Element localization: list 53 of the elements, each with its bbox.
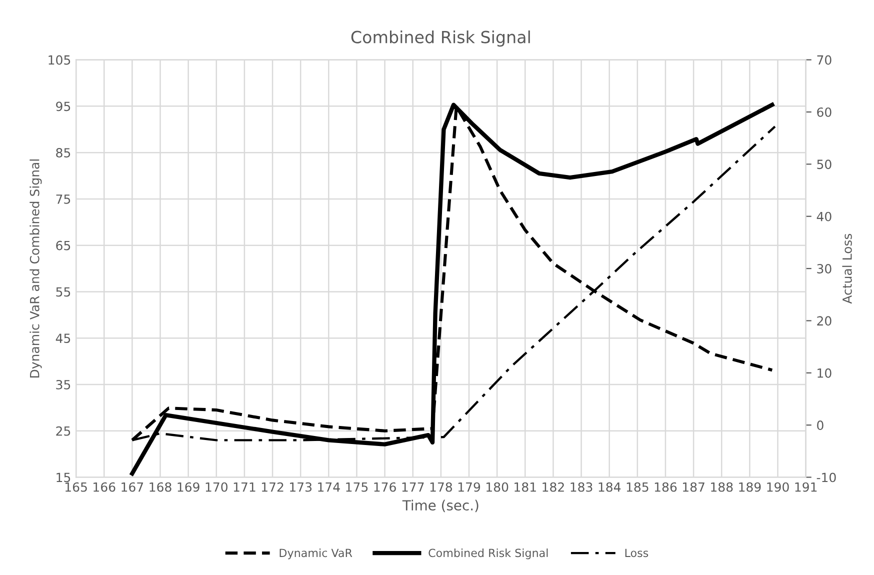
y-tick-label: 75 [56, 194, 70, 204]
y-tick-label: 35 [56, 380, 70, 390]
x-tick-label: 179 [458, 482, 480, 492]
x-tick-label: 178 [430, 482, 452, 492]
x-tick-label: 174 [318, 482, 340, 492]
x-tick-label: 175 [346, 482, 368, 492]
x-tick-label: 170 [206, 482, 228, 492]
y2-tick-label: -10 [816, 472, 836, 482]
y-tick-label: 55 [56, 287, 70, 297]
x-tick-label: 176 [374, 482, 396, 492]
x-axis-title: Time (sec.) [402, 500, 478, 512]
y-tick-label: 65 [56, 240, 70, 250]
y2-tick-label: 30 [817, 264, 832, 274]
y2-tick-label: 70 [817, 55, 832, 65]
y-tick-label: 95 [56, 102, 70, 112]
x-tick-label: 171 [234, 482, 256, 492]
y-tick-label: 15 [56, 472, 70, 482]
x-tick-label: 182 [542, 482, 564, 492]
legend-label: Loss [625, 548, 648, 558]
x-tick-label: 185 [626, 482, 648, 492]
y2-tick-label: 10 [818, 368, 832, 378]
y-tick-label: 25 [56, 426, 70, 436]
x-tick-label: 183 [570, 482, 592, 492]
x-tick-label: 166 [94, 482, 116, 492]
y2-axis-title: Actual Loss [842, 234, 852, 304]
x-tick-label: 189 [739, 482, 761, 492]
x-tick-label: 186 [654, 482, 677, 492]
chart-title: Combined Risk Signal [351, 30, 530, 47]
x-tick-label: 190 [767, 482, 789, 492]
x-tick-label: 165 [65, 482, 87, 492]
y-axis-title: Dynamic VaR and Combined Signal [30, 160, 42, 378]
x-tick-label: 188 [711, 482, 733, 492]
legend-label: Dynamic VaR [280, 548, 352, 560]
x-tick-label: 191 [795, 482, 817, 492]
y2-tick-label: 50 [817, 160, 832, 170]
legend-label: Combined Risk Signal [428, 548, 548, 560]
x-tick-label: 184 [598, 482, 621, 492]
x-tick-label: 172 [262, 482, 284, 492]
x-tick-label: 187 [682, 482, 704, 492]
x-tick-label: 181 [514, 482, 536, 492]
y-tick-label: 105 [48, 55, 70, 65]
x-tick-label: 167 [122, 482, 144, 492]
x-tick-label: 180 [486, 482, 508, 492]
y2-tick-label: 0 [817, 420, 824, 430]
y2-tick-label: 40 [816, 212, 832, 222]
y2-tick-label: 60 [817, 107, 832, 117]
y2-tick-label: 20 [817, 316, 832, 326]
x-tick-label: 173 [290, 482, 312, 492]
x-tick-label: 177 [402, 482, 424, 492]
y-tick-label: 45 [56, 334, 70, 344]
x-tick-label: 169 [178, 482, 200, 492]
y-tick-label: 85 [56, 148, 70, 158]
x-tick-label: 168 [150, 482, 172, 492]
